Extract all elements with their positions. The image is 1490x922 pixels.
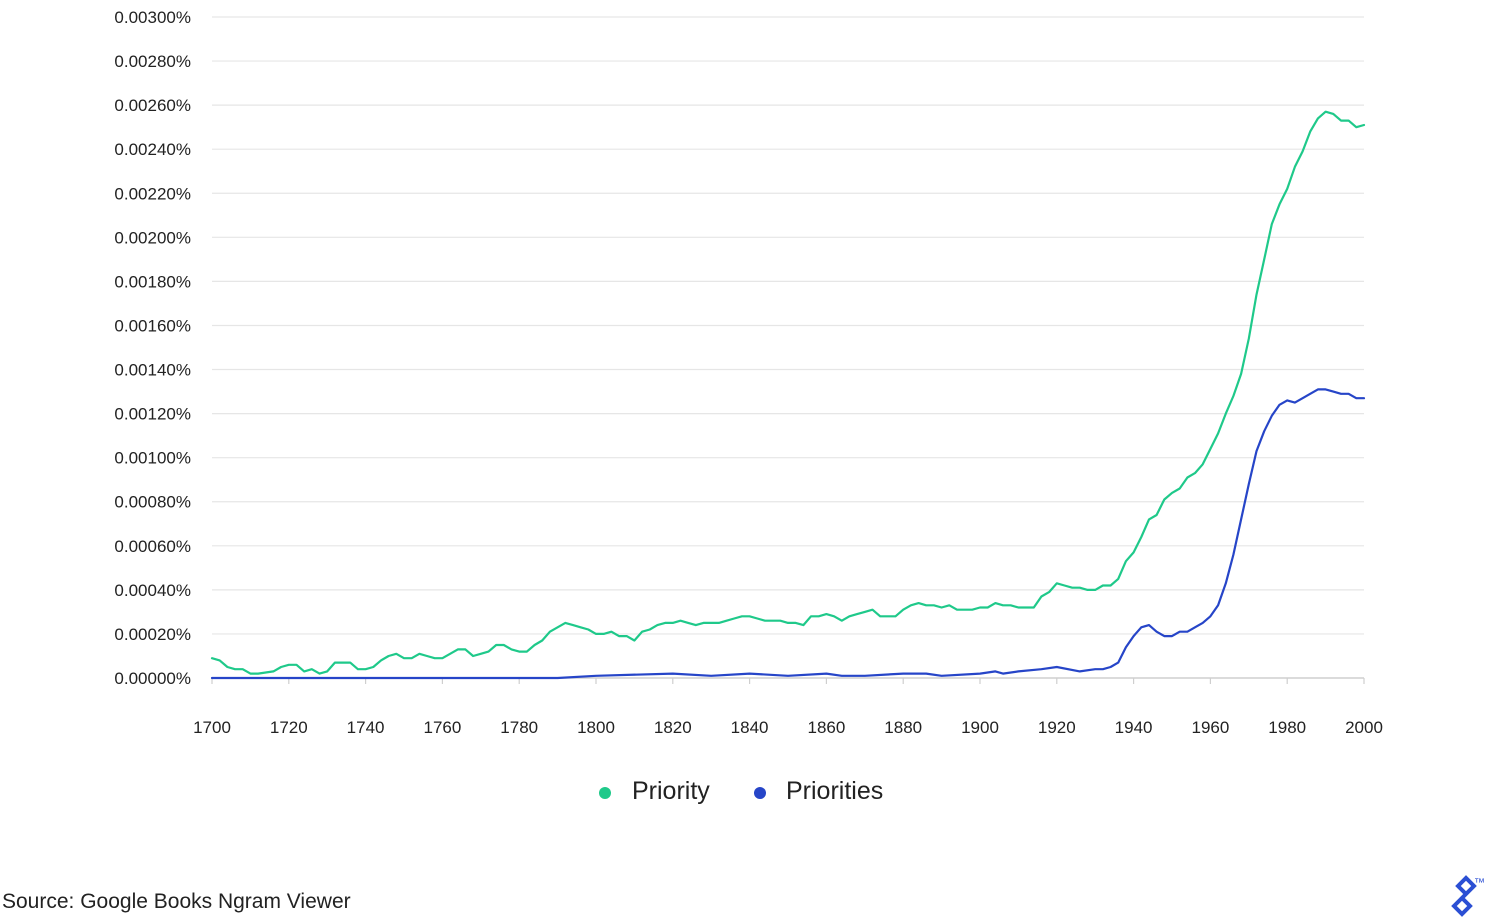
legend-marker-priorities — [754, 787, 766, 799]
y-tick-label: 0.00300% — [114, 8, 191, 27]
y-tick-label: 0.00040% — [114, 581, 191, 600]
y-tick-label: 0.00020% — [114, 625, 191, 644]
y-tick-label: 0.00220% — [114, 184, 191, 203]
y-axis: 0.00000% 0.00020% 0.00040% 0.00060% 0.00080%… — [114, 8, 191, 688]
series-line-priority — [210, 110, 1366, 675]
legend-marker-priority — [599, 787, 611, 799]
y-tick-label: 0.00060% — [114, 537, 191, 556]
x-tick-label: 1840 — [731, 718, 769, 737]
line-chart: 1700 1720 1740 1760 1780 1800 1820 1840 1860 1880… — [114, 8, 1383, 805]
x-tick-label: 1780 — [500, 718, 538, 737]
legend-label-priority: Priority — [632, 777, 710, 805]
x-tick-label: 1860 — [807, 718, 845, 737]
x-tick-label: 1960 — [1191, 718, 1229, 737]
x-tick-label: 1700 — [193, 718, 231, 737]
series-line-priorities — [210, 388, 1366, 680]
y-tick-label: 0.00260% — [114, 96, 191, 115]
y-tick-label: 0.00200% — [114, 228, 191, 247]
x-tick-label: 1940 — [1115, 718, 1153, 737]
y-tick-label: 0.00180% — [114, 272, 191, 291]
toptal-logo-mark-icon — [1451, 875, 1477, 917]
toptal-trademark: ™ — [1474, 877, 1485, 889]
x-tick-label: 1740 — [347, 718, 385, 737]
y-tick-label: 0.00160% — [114, 316, 191, 335]
legend: Priority Priorities — [599, 777, 883, 805]
source-note: Source: Google Books Ngram Viewer — [2, 890, 351, 913]
series-lines — [210, 110, 1366, 680]
x-tick-label: 1920 — [1038, 718, 1076, 737]
x-tick-label: 1880 — [884, 718, 922, 737]
x-tick-label: 1980 — [1268, 718, 1306, 737]
x-tick-label: 1720 — [270, 718, 308, 737]
x-tick-label: 1760 — [423, 718, 461, 737]
x-tick-label: 1900 — [961, 718, 999, 737]
y-tick-label: 0.00080% — [114, 493, 191, 512]
y-tick-label: 0.00000% — [114, 669, 191, 688]
y-tick-label: 0.00120% — [114, 405, 191, 424]
toptal-logo: ™ — [1451, 875, 1485, 917]
x-axis: 1700 1720 1740 1760 1780 1800 1820 1840 1860 1880… — [193, 678, 1383, 737]
y-tick-label: 0.00280% — [114, 52, 191, 71]
y-tick-label: 0.00240% — [114, 140, 191, 159]
y-tick-label: 0.00140% — [114, 361, 191, 380]
x-tick-label: 1800 — [577, 718, 615, 737]
x-tick-label: 1820 — [654, 718, 692, 737]
legend-label-priorities: Priorities — [786, 777, 883, 805]
y-tick-label: 0.00100% — [114, 449, 191, 468]
x-tick-label: 2000 — [1345, 718, 1383, 737]
gridlines — [212, 16, 1364, 679]
